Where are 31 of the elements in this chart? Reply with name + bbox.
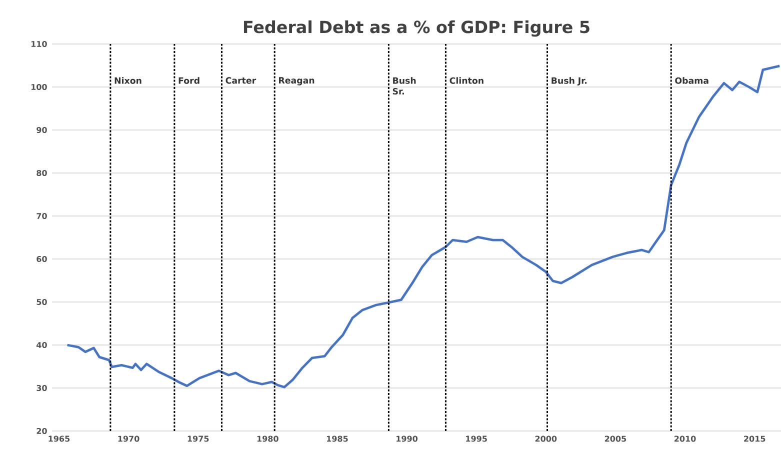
y-tick-label: 110: [31, 40, 47, 48]
x-tick-label: 2015: [744, 436, 766, 442]
y-tick-label: 80: [36, 170, 47, 176]
ref-line-label: Nixon: [114, 77, 142, 84]
line-series: [66, 64, 781, 388]
x-tick-label: 1970: [118, 436, 140, 442]
y-tick-label: 90: [36, 126, 47, 134]
ref-line-label: Clinton: [450, 77, 484, 84]
y-tick-label: 60: [36, 256, 47, 262]
y-tick-label: 40: [36, 342, 47, 348]
y-tick-label: 30: [36, 384, 47, 392]
x-tick-label: 2010: [674, 436, 696, 442]
y-tick-label: 70: [36, 212, 47, 220]
x-tick-label: 1985: [326, 436, 348, 442]
x-tick-label: 1975: [188, 436, 209, 442]
x-tick-label: 2005: [604, 436, 626, 442]
x-tick-label: 1995: [466, 436, 487, 442]
y-tick-label: 100: [31, 84, 47, 90]
ref-line-label: Bush Sr.: [392, 77, 416, 95]
x-tick-label: 1990: [396, 436, 418, 442]
x-tick-label: 2000: [535, 436, 557, 442]
y-tick-label: 50: [36, 298, 47, 306]
ref-line-label: Ford: [178, 77, 200, 84]
ref-line-label: Bush Jr.: [552, 77, 587, 86]
x-tick-label: 1980: [257, 436, 278, 442]
x-tick-label: 1965: [48, 436, 70, 442]
y-tick-label: 20: [36, 428, 47, 434]
ref-line-label: Reagan: [278, 77, 314, 86]
chart-title: Federal Debt as a % of GDP: Figure 5: [244, 20, 590, 37]
ref-line-label: Obama: [675, 77, 708, 84]
ref-line-label: Carter: [226, 77, 256, 84]
